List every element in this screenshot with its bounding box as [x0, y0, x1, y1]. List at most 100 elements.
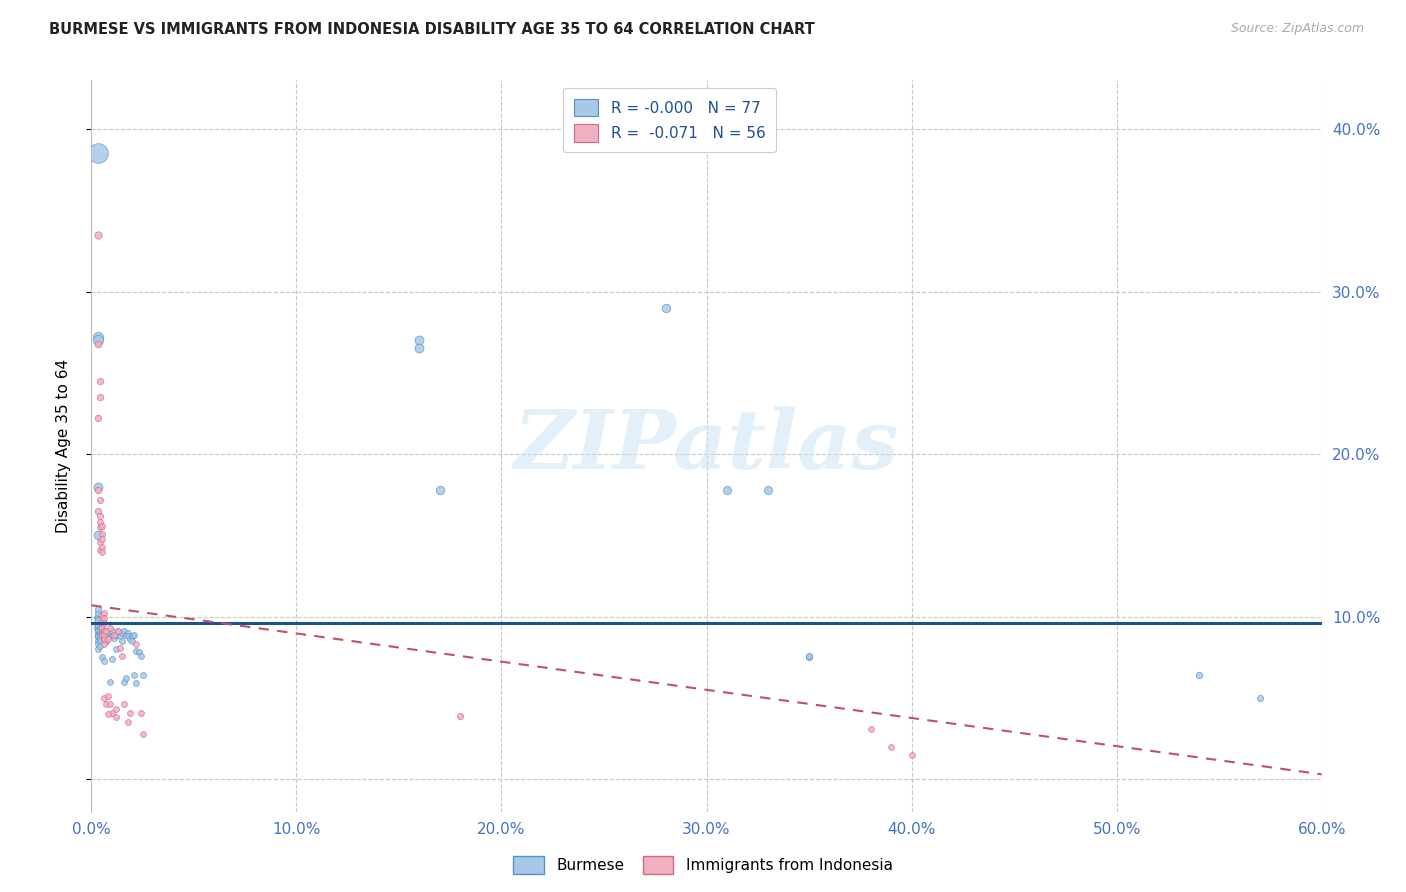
Point — [86, 617, 108, 632]
Point — [98, 674, 121, 689]
Point — [86, 336, 108, 351]
Point — [93, 607, 115, 621]
Point — [86, 330, 108, 344]
Point — [103, 631, 125, 645]
Point — [859, 722, 882, 736]
Point — [90, 526, 112, 541]
Point — [89, 520, 111, 534]
Point — [89, 634, 111, 648]
Point — [90, 544, 112, 558]
Point — [86, 619, 108, 633]
Point — [125, 644, 148, 658]
Point — [86, 613, 108, 627]
Y-axis label: Disability Age 35 to 64: Disability Age 35 to 64 — [56, 359, 70, 533]
Point — [900, 747, 922, 762]
Point — [94, 629, 117, 643]
Point — [125, 676, 148, 690]
Text: Source: ZipAtlas.com: Source: ZipAtlas.com — [1230, 22, 1364, 36]
Point — [97, 629, 120, 643]
Point — [90, 532, 112, 546]
Point — [1187, 668, 1209, 682]
Point — [86, 629, 108, 643]
Point — [86, 642, 108, 657]
Point — [98, 621, 121, 635]
Point — [86, 601, 108, 615]
Point — [93, 632, 115, 647]
Point — [124, 668, 146, 682]
Point — [131, 727, 153, 741]
Point — [89, 390, 111, 404]
Point — [98, 626, 121, 640]
Point — [89, 516, 111, 530]
Point — [90, 608, 112, 623]
Point — [86, 637, 108, 651]
Point — [86, 334, 108, 348]
Point — [120, 706, 142, 720]
Point — [94, 634, 117, 648]
Point — [89, 626, 111, 640]
Point — [93, 637, 115, 651]
Point — [94, 626, 117, 640]
Point — [129, 706, 152, 720]
Point — [105, 642, 127, 657]
Point — [86, 615, 108, 629]
Point — [89, 492, 111, 507]
Point — [111, 634, 134, 648]
Point — [86, 480, 108, 494]
Point — [90, 518, 112, 533]
Point — [101, 629, 124, 643]
Legend: Burmese, Immigrants from Indonesia: Burmese, Immigrants from Indonesia — [508, 850, 898, 880]
Point — [89, 543, 111, 558]
Point — [93, 611, 115, 625]
Point — [93, 624, 115, 639]
Point — [112, 698, 135, 712]
Point — [797, 648, 820, 663]
Point — [880, 739, 903, 754]
Point — [89, 535, 111, 549]
Point — [124, 627, 146, 641]
Point — [105, 710, 127, 724]
Point — [103, 627, 125, 641]
Point — [86, 629, 108, 643]
Point — [117, 715, 139, 730]
Point — [117, 626, 139, 640]
Point — [89, 621, 111, 635]
Point — [105, 702, 127, 716]
Text: BURMESE VS IMMIGRANTS FROM INDONESIA DISABILITY AGE 35 TO 64 CORRELATION CHART: BURMESE VS IMMIGRANTS FROM INDONESIA DIS… — [49, 22, 815, 37]
Point — [90, 540, 112, 554]
Point — [86, 634, 108, 648]
Point — [86, 609, 108, 624]
Point — [97, 707, 120, 722]
Point — [93, 631, 115, 645]
Point — [86, 504, 108, 518]
Point — [90, 621, 112, 635]
Point — [129, 648, 152, 663]
Point — [97, 624, 120, 639]
Point — [93, 616, 115, 631]
Point — [115, 627, 138, 641]
Point — [108, 629, 131, 643]
Point — [86, 619, 108, 633]
Point — [408, 334, 430, 348]
Point — [89, 508, 111, 523]
Point — [111, 626, 134, 640]
Point — [90, 617, 112, 632]
Point — [93, 624, 115, 639]
Point — [93, 654, 115, 668]
Point — [112, 624, 135, 639]
Point — [86, 411, 108, 425]
Point — [97, 632, 120, 647]
Point — [120, 632, 142, 647]
Point — [89, 374, 111, 388]
Point — [117, 629, 139, 643]
Point — [90, 650, 112, 665]
Point — [89, 639, 111, 653]
Point — [86, 146, 108, 161]
Point — [429, 483, 451, 497]
Point — [408, 342, 430, 356]
Point — [89, 631, 111, 645]
Point — [112, 674, 135, 689]
Point — [716, 483, 738, 497]
Point — [121, 629, 143, 643]
Text: ZIPatlas: ZIPatlas — [513, 406, 900, 486]
